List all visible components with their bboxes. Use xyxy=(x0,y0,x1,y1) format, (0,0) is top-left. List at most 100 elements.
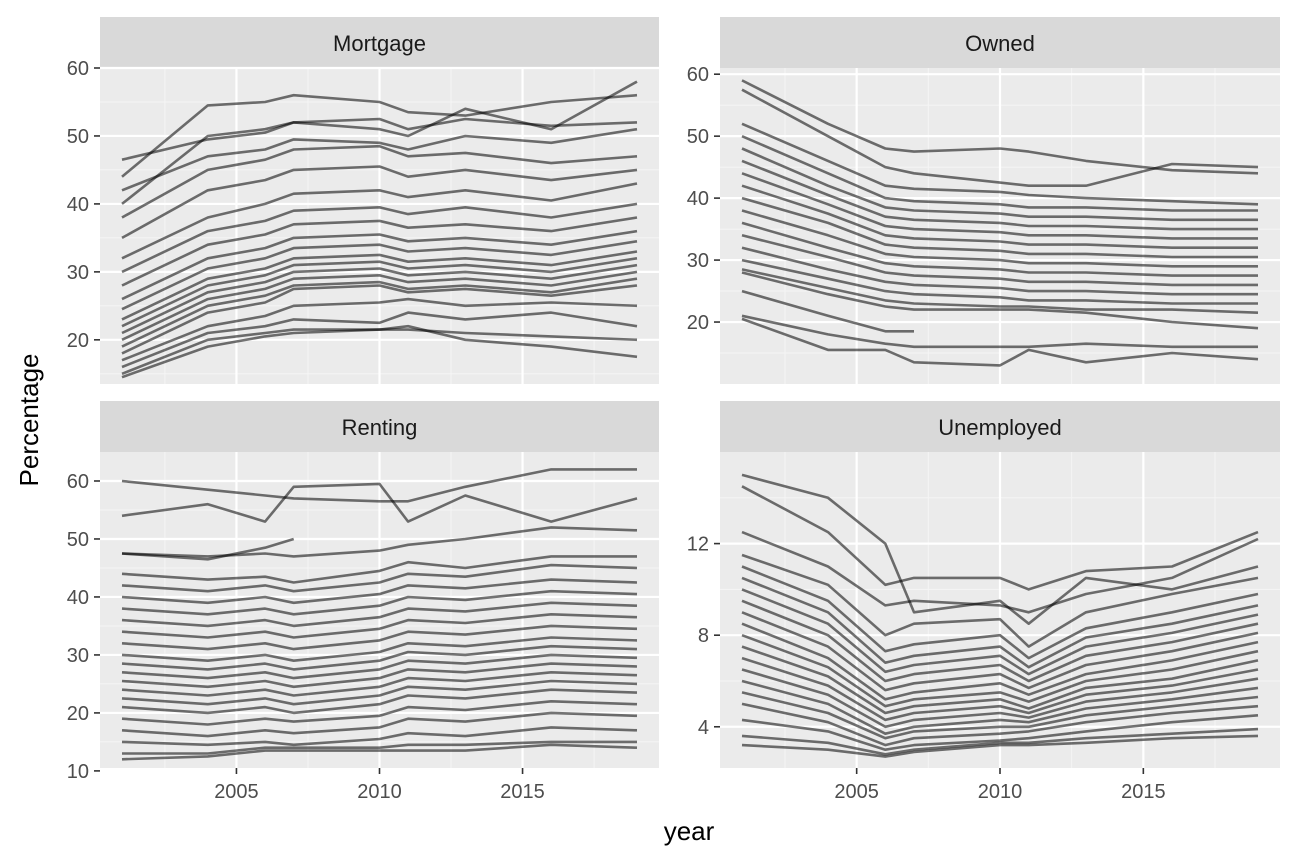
series-line xyxy=(741,727,1259,756)
series-line xyxy=(121,601,638,628)
y-tick-label: 40 xyxy=(67,587,89,609)
series-line xyxy=(121,636,638,663)
y-tick-label: 50 xyxy=(687,126,709,148)
series-line xyxy=(741,122,1259,206)
series-line xyxy=(121,482,638,523)
series-line xyxy=(741,317,1259,367)
series-line xyxy=(741,289,914,333)
y-tick-label: 30 xyxy=(687,250,709,272)
series-line xyxy=(121,743,638,761)
series-line xyxy=(122,740,637,755)
series-line xyxy=(741,221,1258,277)
series-line xyxy=(741,714,1259,752)
series-line xyxy=(121,297,638,362)
series-line xyxy=(741,271,1259,330)
series-line xyxy=(741,576,1259,669)
y-tick-label: 4 xyxy=(698,717,709,739)
series-line xyxy=(741,485,1259,591)
series-line xyxy=(741,565,1259,660)
series-line xyxy=(121,726,638,747)
series-line xyxy=(121,653,638,680)
y-tick-label: 30 xyxy=(67,645,89,667)
x-tick-label: 2015 xyxy=(1121,781,1166,803)
series-line xyxy=(741,159,1258,231)
series-line xyxy=(121,165,638,240)
y-tick-label: 10 xyxy=(67,761,89,783)
series-line xyxy=(121,182,638,260)
series-line xyxy=(121,644,638,671)
series-line xyxy=(741,209,1258,268)
series-line xyxy=(121,688,638,715)
series-line xyxy=(121,202,638,274)
series-line xyxy=(121,311,638,369)
strip-mortgage xyxy=(100,17,659,68)
strip-renting xyxy=(100,401,659,452)
series-line xyxy=(741,588,1259,676)
series-line xyxy=(121,263,638,335)
panel-owned: Owned 20 30 40 50 60 xyxy=(687,17,1280,384)
series-line xyxy=(121,144,638,219)
series-line xyxy=(741,79,1259,175)
y-tick-label: 8 xyxy=(698,625,709,647)
series-line xyxy=(121,563,638,593)
series-group-mortgage xyxy=(121,80,638,379)
series-line xyxy=(121,612,638,639)
series-line xyxy=(741,645,1259,715)
series-line xyxy=(741,135,1258,212)
series-line xyxy=(121,537,295,561)
panel-renting: Renting 10 20 30 40 50 60 2005 2010 2015 xyxy=(67,401,659,803)
series-line xyxy=(121,589,638,616)
strip-owned xyxy=(720,17,1280,68)
series-group-unemployed xyxy=(741,473,1259,758)
series-line xyxy=(741,599,1259,683)
series-line xyxy=(741,633,1259,708)
y-tick-label: 60 xyxy=(67,58,89,80)
y-tick-label: 20 xyxy=(687,312,709,334)
series-line xyxy=(741,88,1259,187)
series-line xyxy=(121,284,638,355)
series-line xyxy=(741,147,1258,222)
series-line xyxy=(741,656,1259,722)
series-line xyxy=(121,679,638,706)
series-line xyxy=(121,662,638,689)
series-line xyxy=(741,473,1259,626)
y-tick-label: 40 xyxy=(687,188,709,210)
series-line xyxy=(741,184,1258,249)
series-line xyxy=(741,172,1258,240)
y-axis-title: Percentage xyxy=(14,354,44,487)
x-tick-label: 2010 xyxy=(357,781,402,803)
series-line xyxy=(741,553,1259,648)
series-line xyxy=(741,702,1259,747)
series-line xyxy=(741,196,1258,259)
series-group-renting xyxy=(121,468,638,761)
series-line xyxy=(121,270,638,341)
series-line xyxy=(121,80,638,205)
strip-label-mortgage: Mortgage xyxy=(333,31,426,56)
series-line xyxy=(121,127,638,192)
x-tick-label: 2010 xyxy=(978,781,1023,803)
series-line xyxy=(121,711,638,738)
series-line xyxy=(121,250,638,321)
panel-mortgage: Mortgage 20 30 40 50 60 xyxy=(67,17,659,384)
series-line xyxy=(741,691,1259,740)
panels-layer: Mortgage2030405060Owned2030405060Renting… xyxy=(67,17,1280,803)
panel-unemployed: Unemployed 4 8 12 2005 2010 2015 xyxy=(687,401,1280,803)
series-line xyxy=(121,555,637,584)
x-tick-label: 2005 xyxy=(214,781,259,803)
y-tick-label: 20 xyxy=(67,703,89,725)
series-line xyxy=(741,734,1259,758)
series-line xyxy=(121,216,638,287)
y-tick-label: 50 xyxy=(67,126,89,148)
series-line xyxy=(121,240,638,311)
series-line xyxy=(741,668,1259,729)
strip-unemployed xyxy=(720,401,1280,452)
series-line xyxy=(121,578,638,605)
series-line xyxy=(741,258,1258,305)
x-tick-label: 2015 xyxy=(500,781,545,803)
strip-label-unemployed: Unemployed xyxy=(938,415,1062,440)
series-line xyxy=(121,257,638,328)
series-line xyxy=(121,624,638,651)
series-line xyxy=(121,93,638,178)
series-line xyxy=(741,246,1258,296)
